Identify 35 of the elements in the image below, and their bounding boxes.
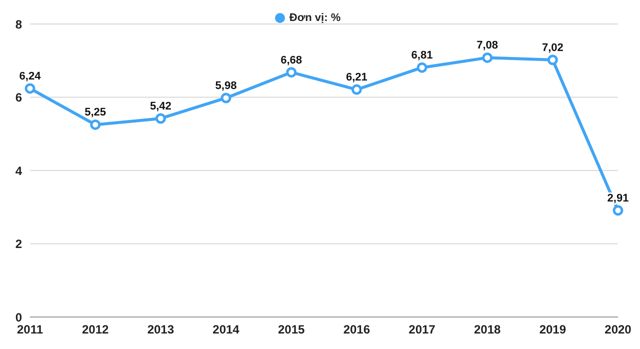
point — [155, 113, 166, 124]
point — [286, 67, 297, 78]
x-tick-label: 2016 — [343, 322, 370, 337]
x-tick-label: 2011 — [16, 322, 44, 337]
y-tick-label: 8 — [15, 17, 22, 32]
data-label: 5,98 — [215, 80, 237, 92]
legend-label: Đơn vị: % — [289, 12, 341, 24]
point — [416, 62, 428, 73]
data-label: 5,42 — [150, 100, 172, 112]
x-tick-label: 2020 — [604, 322, 632, 337]
y-tick-label: 0 — [15, 310, 22, 324]
point — [547, 54, 558, 66]
data-label: 7,02 — [542, 42, 564, 54]
x-tick-label: 2014 — [212, 322, 240, 337]
y-tick-label: 2 — [15, 237, 22, 252]
x-tick-label: 2017 — [408, 322, 436, 337]
point — [90, 119, 101, 130]
point — [612, 205, 624, 216]
x-tick-label: 2018 — [474, 322, 502, 337]
point — [220, 92, 232, 104]
x-tick-label: 2012 — [82, 322, 110, 337]
data-label: 7,08 — [476, 40, 498, 52]
data-label: 6,68 — [280, 54, 302, 66]
point — [482, 52, 493, 63]
x-tick-label: 2015 — [278, 322, 306, 337]
x-tick-label: 2013 — [147, 322, 174, 337]
data-label: 6,21 — [346, 72, 368, 84]
x-tick-label: 2019 — [539, 322, 566, 337]
data-label: 5,25 — [84, 106, 106, 119]
point — [24, 83, 36, 94]
data-label: 6,24 — [19, 70, 42, 82]
data-label: 6,81 — [411, 50, 433, 62]
y-tick-label: 4 — [15, 164, 22, 178]
point — [351, 84, 362, 95]
y-tick-label: 6 — [15, 90, 22, 105]
